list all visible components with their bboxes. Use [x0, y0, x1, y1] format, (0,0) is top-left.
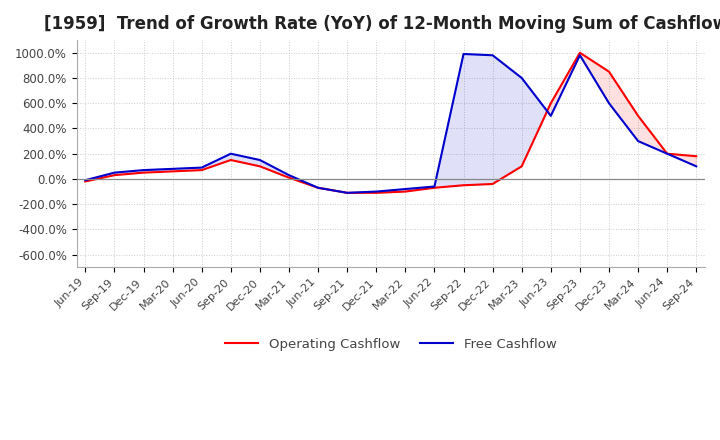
- Free Cashflow: [430, 184, 438, 189]
- Free Cashflow: [459, 51, 468, 57]
- Operating Cashflow: [256, 164, 264, 169]
- Operating Cashflow: [488, 181, 497, 187]
- Operating Cashflow: [634, 113, 642, 118]
- Operating Cashflow: [197, 168, 206, 173]
- Operating Cashflow: [430, 185, 438, 191]
- Free Cashflow: [81, 178, 90, 183]
- Operating Cashflow: [605, 69, 613, 74]
- Free Cashflow: [518, 75, 526, 81]
- Operating Cashflow: [459, 183, 468, 188]
- Free Cashflow: [605, 101, 613, 106]
- Free Cashflow: [401, 187, 410, 192]
- Free Cashflow: [227, 151, 235, 156]
- Title: [1959]  Trend of Growth Rate (YoY) of 12-Month Moving Sum of Cashflows: [1959] Trend of Growth Rate (YoY) of 12-…: [44, 15, 720, 33]
- Free Cashflow: [139, 168, 148, 173]
- Free Cashflow: [546, 113, 555, 118]
- Operating Cashflow: [663, 151, 672, 156]
- Free Cashflow: [663, 151, 672, 156]
- Free Cashflow: [284, 172, 293, 178]
- Legend: Operating Cashflow, Free Cashflow: Operating Cashflow, Free Cashflow: [220, 333, 562, 356]
- Operating Cashflow: [139, 170, 148, 175]
- Free Cashflow: [110, 170, 119, 175]
- Operating Cashflow: [401, 189, 410, 194]
- Operating Cashflow: [546, 101, 555, 106]
- Free Cashflow: [197, 165, 206, 170]
- Free Cashflow: [256, 158, 264, 163]
- Free Cashflow: [343, 190, 351, 195]
- Operating Cashflow: [343, 190, 351, 195]
- Free Cashflow: [575, 53, 584, 58]
- Line: Free Cashflow: Free Cashflow: [86, 54, 696, 193]
- Operating Cashflow: [227, 158, 235, 163]
- Operating Cashflow: [518, 164, 526, 169]
- Operating Cashflow: [168, 169, 177, 174]
- Free Cashflow: [692, 164, 701, 169]
- Free Cashflow: [634, 139, 642, 144]
- Free Cashflow: [372, 189, 381, 194]
- Free Cashflow: [168, 166, 177, 172]
- Operating Cashflow: [110, 172, 119, 178]
- Operating Cashflow: [81, 179, 90, 184]
- Line: Operating Cashflow: Operating Cashflow: [86, 53, 696, 193]
- Operating Cashflow: [692, 154, 701, 159]
- Operating Cashflow: [284, 175, 293, 180]
- Operating Cashflow: [372, 190, 381, 195]
- Operating Cashflow: [314, 185, 323, 191]
- Operating Cashflow: [575, 50, 584, 55]
- Free Cashflow: [314, 185, 323, 191]
- Free Cashflow: [488, 53, 497, 58]
